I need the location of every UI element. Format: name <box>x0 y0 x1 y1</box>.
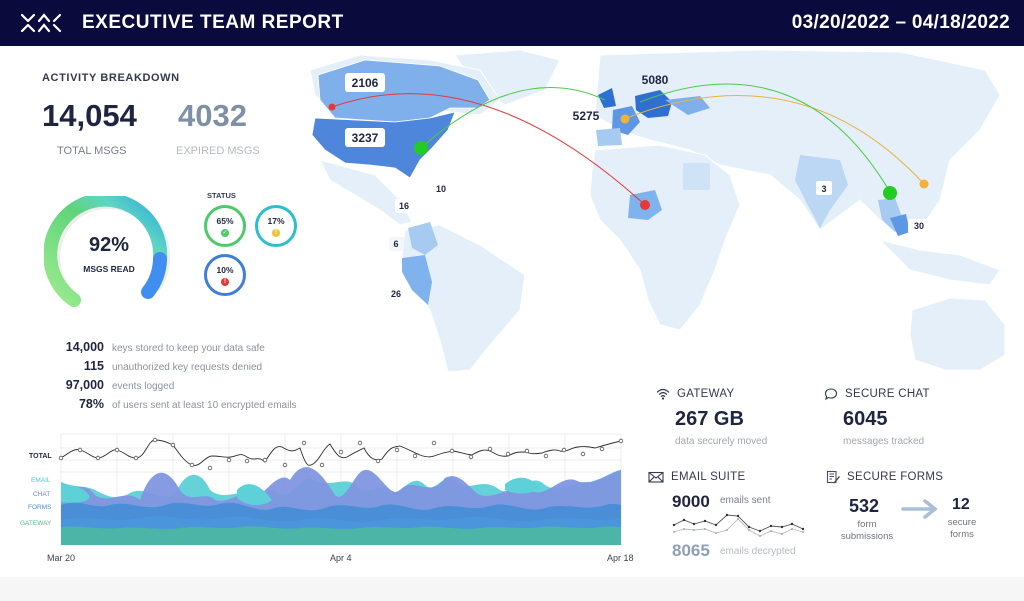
svg-text:30: 30 <box>914 221 924 231</box>
total-msgs-label: TOTAL MSGS <box>57 145 127 157</box>
svg-text:16: 16 <box>399 201 409 211</box>
secure-chat-value: 6045 <box>843 408 888 430</box>
page-title: EXECUTIVE TEAM REPORT <box>82 12 344 33</box>
status-circle-warning[interactable]: 17% ! <box>255 205 297 247</box>
series-label-forms: FORMS <box>28 504 52 511</box>
footer-band <box>0 577 1024 601</box>
activity-breakdown-title: ACTIVITY BREAKDOWN <box>42 72 180 84</box>
svg-text:5275: 5275 <box>573 109 600 123</box>
series-label-gateway: GATEWAY <box>20 520 52 527</box>
email-suite-tile-header[interactable]: EMAIL SUITE <box>648 470 745 484</box>
chat-bubble-icon <box>824 388 838 401</box>
map-dot-green-asia <box>883 186 897 200</box>
gateway-value: 267 GB <box>675 408 744 430</box>
status-circle-success[interactable]: 65% ✓ <box>204 205 246 247</box>
map-dot-red-canada <box>328 103 336 111</box>
email-suite-title: EMAIL SUITE <box>671 471 746 483</box>
emails-decrypted-label: emails decrypted <box>720 546 796 557</box>
email-sparkline <box>672 513 805 537</box>
map-dot-yellow-france <box>620 114 630 124</box>
status-percent: 17% <box>267 215 285 226</box>
msgs-read-gauge <box>44 196 171 307</box>
gauge-label: MSGS READ <box>83 264 135 274</box>
fact-keys-stored: 14,000 keys stored to keep your data safe <box>65 340 265 354</box>
gateway-sub: data securely moved <box>675 436 768 447</box>
form-submissions-value: 532 <box>849 496 880 516</box>
secure-chat-title: SECURE CHAT <box>845 388 930 400</box>
svg-text:3: 3 <box>821 184 826 194</box>
gateway-title: GATEWAY <box>677 388 735 400</box>
form-submissions-label: form submissions <box>840 519 894 542</box>
date-range[interactable]: 03/20/2022 – 04/18/2022 <box>791 12 1010 33</box>
wifi-icon <box>656 388 670 400</box>
svg-text:2106: 2106 <box>352 76 379 90</box>
map-dot-green-usa <box>414 141 428 155</box>
x-tick-apr18: Apr 18 <box>607 553 634 563</box>
secure-forms-title: SECURE FORMS <box>847 471 944 483</box>
series-label-total: TOTAL <box>29 453 52 460</box>
gauge-percent: 92% <box>88 234 130 256</box>
secure-chat-tile-header[interactable]: SECURE CHAT <box>824 387 930 401</box>
series-label-chat: CHAT <box>33 491 51 498</box>
status-title: STATUS <box>207 191 236 200</box>
secure-forms-value: 12 <box>952 496 970 513</box>
header-bar: EXECUTIVE TEAM REPORT 03/20/2022 – 04/18… <box>0 0 1024 46</box>
secure-forms-label: secure forms <box>947 517 977 540</box>
form-pencil-icon <box>826 470 840 484</box>
envelope-icon <box>648 471 664 483</box>
emails-decrypted-value: 8065 <box>672 541 710 560</box>
emails-sent-label: emails sent <box>720 495 771 506</box>
svg-text:26: 26 <box>391 289 401 299</box>
fact-key-requests-denied: 115 unauthorized key requests denied <box>83 359 263 373</box>
status-percent: 65% <box>216 215 234 226</box>
total-msgs-value: 14,054 <box>42 98 137 133</box>
secure-chat-sub: messages tracked <box>843 436 925 447</box>
svg-text:6: 6 <box>393 239 398 249</box>
expired-msgs-value: 4032 <box>178 98 247 133</box>
warning-icon: ! <box>272 228 280 237</box>
svg-text:10: 10 <box>436 184 446 194</box>
svg-text:3237: 3237 <box>352 131 379 145</box>
series-label-email: EMAIL <box>31 477 51 484</box>
status-percent: 10% <box>216 264 234 275</box>
error-icon: ! <box>221 277 229 286</box>
secure-forms-tile-header[interactable]: SECURE FORMS <box>826 470 943 484</box>
gateway-tile-header[interactable]: GATEWAY <box>656 387 734 401</box>
expired-msgs-label: EXPIRED MSGS <box>176 145 260 157</box>
arrow-right-icon <box>901 499 938 519</box>
x-tick-apr4: Apr 4 <box>330 553 352 563</box>
svg-text:5080: 5080 <box>642 73 669 87</box>
world-map[interactable]: 2106 3237 5275 5080 10 16 6 26 3 30 <box>290 46 1024 376</box>
map-dot-red-niger <box>640 200 650 210</box>
emails-sent-value: 9000 <box>672 492 710 511</box>
activity-stream-chart[interactable] <box>0 428 640 576</box>
fact-events-logged: 97,000 events logged <box>65 378 175 392</box>
x-tick-mar20: Mar 20 <box>47 553 76 563</box>
logo-icon <box>20 13 62 33</box>
check-icon: ✓ <box>221 228 229 237</box>
fact-users-encrypted: 78% of users sent at least 10 encrypted e… <box>78 397 297 411</box>
status-circle-error[interactable]: 10% ! <box>204 254 246 296</box>
map-dot-yellow-china <box>919 179 929 189</box>
